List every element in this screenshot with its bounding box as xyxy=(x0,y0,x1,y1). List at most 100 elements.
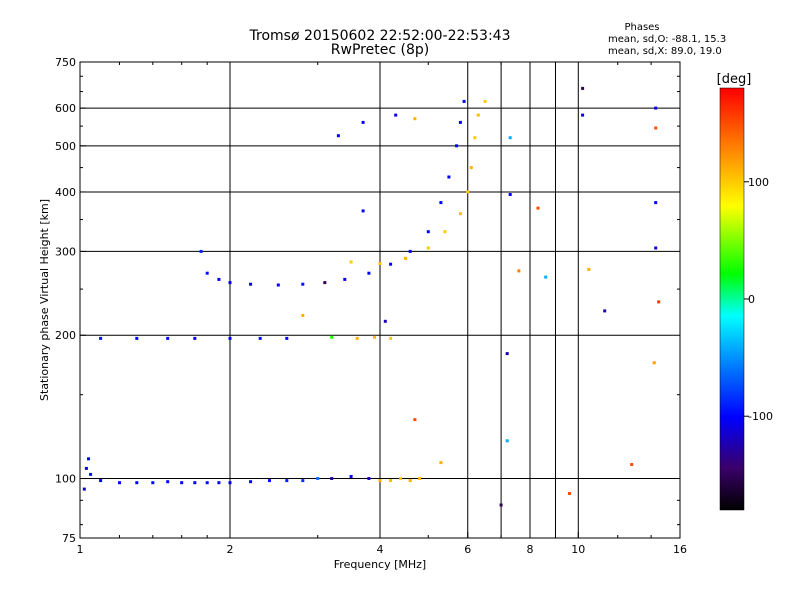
data-point xyxy=(654,106,658,110)
data-point xyxy=(378,479,382,483)
data-point xyxy=(443,230,447,234)
data-point xyxy=(343,277,347,281)
data-point xyxy=(544,275,548,279)
data-point xyxy=(99,479,103,483)
colorbar-tick-label: 100 xyxy=(748,176,769,189)
data-point xyxy=(336,134,340,138)
data-point xyxy=(166,336,170,340)
x-tick-label: 10 xyxy=(571,543,585,556)
data-point xyxy=(389,262,393,266)
data-point xyxy=(469,166,473,170)
data-point xyxy=(466,190,470,194)
data-point xyxy=(87,457,90,461)
data-point xyxy=(587,267,591,271)
data-point xyxy=(166,480,170,484)
data-point xyxy=(367,271,371,275)
stats-o-mode: mean, sd,O: -88.1, 15.3 xyxy=(608,34,726,45)
stats-x-mode: mean, sd,X: 89.0, 19.0 xyxy=(608,46,722,57)
x-tick-label: 6 xyxy=(464,543,471,556)
data-point xyxy=(330,335,334,339)
data-point xyxy=(205,271,209,275)
data-point xyxy=(151,481,155,485)
data-point xyxy=(399,477,403,480)
data-point xyxy=(193,336,197,340)
data-point xyxy=(99,336,103,340)
data-point xyxy=(301,282,305,286)
data-point xyxy=(499,503,503,507)
data-point xyxy=(581,86,585,90)
data-point xyxy=(473,136,477,140)
y-tick-label: 75 xyxy=(62,532,76,545)
data-point xyxy=(84,466,88,470)
data-point xyxy=(426,246,430,250)
x-tick-label: 2 xyxy=(227,543,234,556)
y-tick-label: 600 xyxy=(55,102,76,115)
data-point xyxy=(199,249,203,253)
y-tick-label: 400 xyxy=(55,186,76,199)
data-point xyxy=(205,481,209,485)
data-point xyxy=(455,144,459,148)
stats-heading: Phases xyxy=(624,22,659,33)
data-point xyxy=(349,475,353,478)
y-axis-ticks: 75 100 200 300 400 500 600 750 xyxy=(55,56,680,545)
data-point xyxy=(367,477,371,480)
data-point xyxy=(118,481,121,485)
data-point xyxy=(258,336,262,340)
data-point xyxy=(268,479,271,483)
data-point xyxy=(249,480,253,484)
data-point xyxy=(657,300,661,304)
data-point xyxy=(301,479,305,483)
data-point xyxy=(394,113,398,117)
data-point xyxy=(389,479,393,483)
data-point xyxy=(630,463,634,466)
data-point xyxy=(439,201,443,205)
data-point xyxy=(462,99,466,103)
data-point xyxy=(389,336,393,340)
data-point xyxy=(408,479,412,483)
data-point xyxy=(180,481,184,485)
data-point xyxy=(316,477,320,480)
x-axis-ticks: 1 2 4 6 8 10 16 xyxy=(77,62,687,556)
data-point xyxy=(426,230,430,234)
data-point xyxy=(654,201,658,205)
data-point xyxy=(581,113,585,117)
data-point xyxy=(447,175,451,179)
data-point xyxy=(476,113,480,117)
data-point xyxy=(383,319,387,323)
colorbar-ticks: 100 0 -100 xyxy=(744,176,773,423)
data-point xyxy=(228,336,232,340)
data-point xyxy=(285,336,289,340)
data-point xyxy=(89,472,93,476)
data-point xyxy=(378,262,382,265)
data-point xyxy=(217,481,221,485)
data-point xyxy=(508,193,512,196)
x-tick-label: 16 xyxy=(673,543,687,556)
data-point xyxy=(323,281,327,285)
data-point xyxy=(249,282,253,286)
data-point xyxy=(568,492,571,495)
y-axis-label: Stationary phase Virtual Height [km] xyxy=(38,199,51,401)
data-point xyxy=(193,481,197,485)
data-point xyxy=(355,336,359,340)
y-tick-label: 100 xyxy=(55,473,76,486)
data-point xyxy=(82,487,86,491)
colorbar-tick-label: -100 xyxy=(748,410,773,423)
data-point xyxy=(361,120,365,124)
y-tick-label: 300 xyxy=(55,245,76,258)
grid-lines xyxy=(80,62,680,538)
data-point xyxy=(135,336,139,340)
data-point xyxy=(276,283,280,287)
data-point xyxy=(654,246,658,250)
data-point xyxy=(285,479,289,483)
data-point xyxy=(505,352,509,356)
data-point xyxy=(361,209,365,213)
data-point xyxy=(217,277,221,281)
data-point xyxy=(135,481,139,485)
y-tick-label: 750 xyxy=(55,56,76,69)
data-point xyxy=(404,256,407,260)
x-tick-label: 1 xyxy=(77,543,84,556)
x-tick-label: 4 xyxy=(377,543,384,556)
data-point xyxy=(349,260,353,264)
y-tick-label: 200 xyxy=(55,329,76,342)
